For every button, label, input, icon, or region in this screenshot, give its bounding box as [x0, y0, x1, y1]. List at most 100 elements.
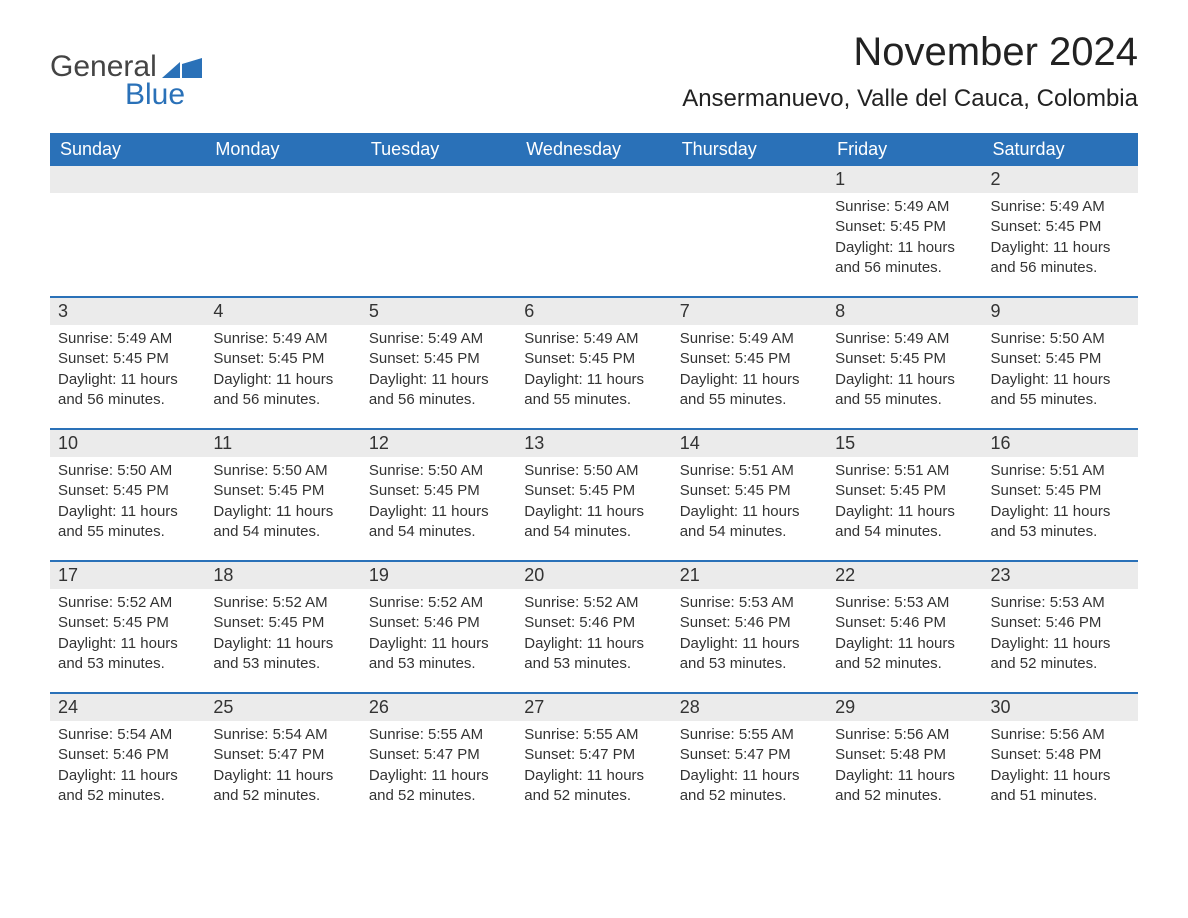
week-row: 1Sunrise: 5:49 AMSunset: 5:45 PMDaylight…: [50, 166, 1138, 296]
sunrise-text: Sunrise: 5:53 AM: [680, 593, 819, 613]
sunset-text: Sunset: 5:46 PM: [58, 745, 197, 765]
day-number: 10: [50, 430, 205, 457]
day-number: 26: [361, 694, 516, 721]
sunset-text: Sunset: 5:45 PM: [835, 217, 974, 237]
calendar: Sunday Monday Tuesday Wednesday Thursday…: [50, 133, 1138, 824]
daylight-text: Daylight: 11 hours and 56 minutes.: [991, 238, 1130, 279]
calendar-cell: 7Sunrise: 5:49 AMSunset: 5:45 PMDaylight…: [672, 298, 827, 428]
day-info: Sunrise: 5:54 AMSunset: 5:46 PMDaylight:…: [50, 721, 205, 806]
sunset-text: Sunset: 5:45 PM: [58, 481, 197, 501]
day-number: 5: [361, 298, 516, 325]
calendar-cell: 29Sunrise: 5:56 AMSunset: 5:48 PMDayligh…: [827, 694, 982, 824]
calendar-cell: 13Sunrise: 5:50 AMSunset: 5:45 PMDayligh…: [516, 430, 671, 560]
calendar-cell: [361, 166, 516, 296]
sunset-text: Sunset: 5:45 PM: [213, 349, 352, 369]
day-header-row: Sunday Monday Tuesday Wednesday Thursday…: [50, 133, 1138, 166]
day-number: 21: [672, 562, 827, 589]
daylight-text: Daylight: 11 hours and 55 minutes.: [524, 370, 663, 411]
day-number: 6: [516, 298, 671, 325]
day-info: Sunrise: 5:49 AMSunset: 5:45 PMDaylight:…: [827, 325, 982, 410]
calendar-cell: 21Sunrise: 5:53 AMSunset: 5:46 PMDayligh…: [672, 562, 827, 692]
sunset-text: Sunset: 5:45 PM: [680, 481, 819, 501]
calendar-cell: 2 Sunrise: 5:49 AMSunset: 5:45 PMDaylight…: [983, 166, 1138, 296]
sunrise-text: Sunrise: 5:50 AM: [369, 461, 508, 481]
sunrise-text: Sunrise: 5:50 AM: [524, 461, 663, 481]
day-info: Sunrise: 5:54 AMSunset: 5:47 PMDaylight:…: [205, 721, 360, 806]
daylight-text: Daylight: 11 hours and 55 minutes.: [991, 370, 1130, 411]
daylight-text: Daylight: 11 hours and 53 minutes.: [213, 634, 352, 675]
day-info: Sunrise: 5:50 AMSunset: 5:45 PMDaylight:…: [361, 457, 516, 542]
sunset-text: Sunset: 5:47 PM: [680, 745, 819, 765]
calendar-cell: 20Sunrise: 5:52 AMSunset: 5:46 PMDayligh…: [516, 562, 671, 692]
dayhdr-thursday: Thursday: [672, 133, 827, 166]
calendar-cell: 5Sunrise: 5:49 AMSunset: 5:45 PMDaylight…: [361, 298, 516, 428]
day-number: 2: [983, 166, 1138, 193]
sunrise-text: Sunrise: 5:49 AM: [835, 329, 974, 349]
dayhdr-monday: Monday: [205, 133, 360, 166]
day-number: 19: [361, 562, 516, 589]
day-number: 20: [516, 562, 671, 589]
sunrise-text: Sunrise: 5:49 AM: [991, 197, 1130, 217]
calendar-cell: [205, 166, 360, 296]
calendar-cell: 25Sunrise: 5:54 AMSunset: 5:47 PMDayligh…: [205, 694, 360, 824]
day-number: 12: [361, 430, 516, 457]
week-row: 10Sunrise: 5:50 AMSunset: 5:45 PMDayligh…: [50, 428, 1138, 560]
day-info: Sunrise: 5:51 AMSunset: 5:45 PMDaylight:…: [827, 457, 982, 542]
sunset-text: Sunset: 5:45 PM: [524, 349, 663, 369]
calendar-cell: 8Sunrise: 5:49 AMSunset: 5:45 PMDaylight…: [827, 298, 982, 428]
day-info: Sunrise: 5:51 AMSunset: 5:45 PMDaylight:…: [983, 457, 1138, 542]
day-info: Sunrise: 5:50 AMSunset: 5:45 PMDaylight:…: [205, 457, 360, 542]
calendar-cell: 18Sunrise: 5:52 AMSunset: 5:45 PMDayligh…: [205, 562, 360, 692]
calendar-cell: 24Sunrise: 5:54 AMSunset: 5:46 PMDayligh…: [50, 694, 205, 824]
sunrise-text: Sunrise: 5:56 AM: [991, 725, 1130, 745]
day-number: [516, 166, 671, 193]
week-row: 3Sunrise: 5:49 AMSunset: 5:45 PMDaylight…: [50, 296, 1138, 428]
sunrise-text: Sunrise: 5:52 AM: [58, 593, 197, 613]
dayhdr-saturday: Saturday: [983, 133, 1138, 166]
sunrise-text: Sunrise: 5:49 AM: [213, 329, 352, 349]
sunrise-text: Sunrise: 5:50 AM: [991, 329, 1130, 349]
sunset-text: Sunset: 5:47 PM: [369, 745, 508, 765]
day-info: Sunrise: 5:52 AMSunset: 5:45 PMDaylight:…: [50, 589, 205, 674]
day-info: Sunrise: 5:55 AMSunset: 5:47 PMDaylight:…: [361, 721, 516, 806]
calendar-cell: 26Sunrise: 5:55 AMSunset: 5:47 PMDayligh…: [361, 694, 516, 824]
daylight-text: Daylight: 11 hours and 54 minutes.: [524, 502, 663, 543]
day-info: Sunrise: 5:49 AMSunset: 5:45 PMDaylight:…: [827, 193, 982, 278]
day-number: 30: [983, 694, 1138, 721]
day-number: 24: [50, 694, 205, 721]
day-number: 23: [983, 562, 1138, 589]
daylight-text: Daylight: 11 hours and 53 minutes.: [680, 634, 819, 675]
sunrise-text: Sunrise: 5:50 AM: [58, 461, 197, 481]
calendar-cell: 1Sunrise: 5:49 AMSunset: 5:45 PMDaylight…: [827, 166, 982, 296]
daylight-text: Daylight: 11 hours and 52 minutes.: [835, 634, 974, 675]
logo-text2: Blue: [125, 78, 185, 112]
day-number: 27: [516, 694, 671, 721]
sunset-text: Sunset: 5:45 PM: [213, 613, 352, 633]
daylight-text: Daylight: 11 hours and 54 minutes.: [369, 502, 508, 543]
sunset-text: Sunset: 5:45 PM: [58, 349, 197, 369]
day-number: 25: [205, 694, 360, 721]
day-info: Sunrise: 5:49 AMSunset: 5:45 PMDaylight:…: [672, 325, 827, 410]
day-number: 17: [50, 562, 205, 589]
sunset-text: Sunset: 5:45 PM: [991, 217, 1130, 237]
sunrise-text: Sunrise: 5:55 AM: [680, 725, 819, 745]
sunset-text: Sunset: 5:46 PM: [369, 613, 508, 633]
day-info: Sunrise: 5:56 AMSunset: 5:48 PMDaylight:…: [827, 721, 982, 806]
sunset-text: Sunset: 5:45 PM: [213, 481, 352, 501]
sunset-text: Sunset: 5:45 PM: [524, 481, 663, 501]
daylight-text: Daylight: 11 hours and 56 minutes.: [58, 370, 197, 411]
daylight-text: Daylight: 11 hours and 52 minutes.: [991, 634, 1130, 675]
daylight-text: Daylight: 11 hours and 55 minutes.: [680, 370, 819, 411]
day-info: Sunrise: 5:53 AMSunset: 5:46 PMDaylight:…: [983, 589, 1138, 674]
day-number: 7: [672, 298, 827, 325]
sunrise-text: Sunrise: 5:56 AM: [835, 725, 974, 745]
daylight-text: Daylight: 11 hours and 53 minutes.: [58, 634, 197, 675]
day-number: 22: [827, 562, 982, 589]
sunset-text: Sunset: 5:45 PM: [369, 481, 508, 501]
sunset-text: Sunset: 5:47 PM: [524, 745, 663, 765]
day-number: 28: [672, 694, 827, 721]
sunset-text: Sunset: 5:48 PM: [835, 745, 974, 765]
sunset-text: Sunset: 5:47 PM: [213, 745, 352, 765]
day-info: Sunrise: 5:52 AMSunset: 5:45 PMDaylight:…: [205, 589, 360, 674]
daylight-text: Daylight: 11 hours and 52 minutes.: [524, 766, 663, 807]
